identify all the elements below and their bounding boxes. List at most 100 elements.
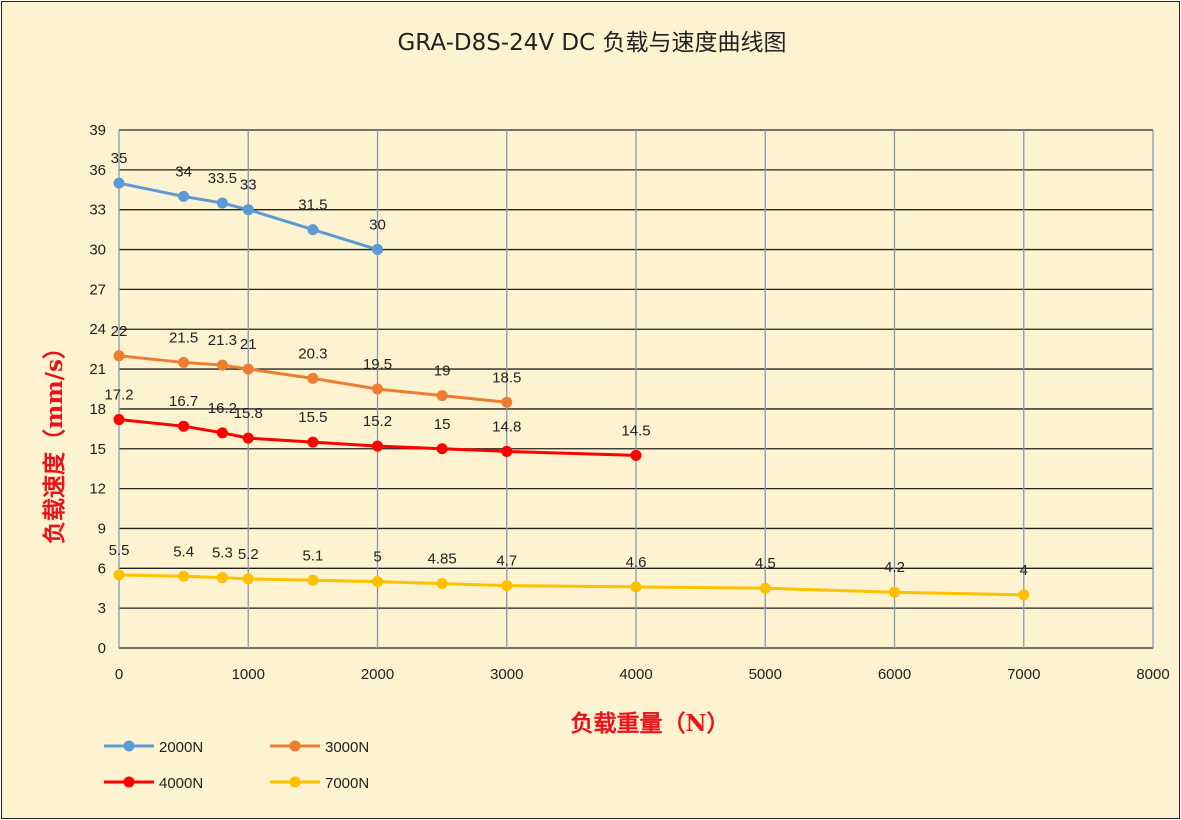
data-point (307, 372, 319, 384)
legend-marker (123, 776, 135, 788)
data-labels: 35 34 33.5 33 31.5 30 22 21.5 21.3 21 20.3 19.5 19 18… (104, 150, 1028, 579)
x-tick-labels: 0 1000 2000 3000 4000 5000 6000 7000 8000 (115, 666, 1170, 683)
legend-marker (123, 740, 135, 752)
y-tick-label: 27 (89, 281, 106, 298)
data-label: 15.2 (363, 413, 392, 430)
data-point (113, 350, 125, 362)
data-point (216, 359, 228, 371)
data-label: 4.6 (626, 554, 647, 571)
data-point (307, 436, 319, 448)
series-line-3000N (118, 354, 507, 404)
data-point (372, 383, 383, 395)
x-tick-label: 1000 (232, 666, 265, 683)
data-point (307, 574, 319, 586)
x-tick-label: 0 (115, 666, 123, 683)
data-point (372, 576, 383, 588)
data-point (307, 224, 319, 236)
y-tick-label: 15 (89, 441, 106, 458)
y-tick-label: 0 (98, 640, 106, 657)
data-label: 19.5 (363, 356, 392, 373)
y-tick-label: 3 (98, 600, 106, 617)
data-point (630, 449, 642, 461)
x-tick-label: 2000 (361, 666, 394, 683)
data-point (630, 581, 642, 593)
data-label: 4.85 (428, 551, 457, 568)
y-tick-label: 12 (89, 481, 106, 498)
data-label: 5.4 (173, 543, 194, 560)
legend-marker (289, 776, 301, 788)
data-point (501, 580, 513, 592)
data-label: 33.5 (208, 170, 237, 187)
y-tick-label: 18 (89, 401, 106, 418)
y-axis-title: 负载速度（mm/s） (41, 336, 68, 544)
data-point (436, 578, 448, 590)
data-label: 4 (1020, 562, 1028, 579)
data-label: 14.8 (492, 418, 521, 435)
data-point (759, 582, 771, 594)
data-label: 15.8 (234, 405, 263, 422)
data-label: 33 (240, 177, 257, 194)
data-point (501, 396, 513, 408)
data-label: 22 (111, 323, 128, 340)
data-label: 21 (240, 336, 257, 353)
data-point (372, 440, 383, 452)
grid (118, 129, 1154, 649)
data-label: 19 (434, 363, 451, 380)
data-label: 35 (111, 150, 128, 167)
y-tick-label: 24 (89, 321, 106, 338)
data-label: 5.1 (302, 547, 323, 564)
series-line-7000N (118, 573, 1024, 597)
data-point (242, 573, 254, 585)
data-label: 31.5 (298, 197, 327, 214)
x-tick-label: 7000 (1007, 666, 1040, 683)
data-point (216, 572, 228, 584)
data-label: 15 (434, 416, 451, 433)
legend-label: 7000N (325, 775, 369, 792)
data-point (889, 586, 900, 598)
data-label: 4.7 (496, 553, 517, 570)
data-point (242, 363, 254, 375)
data-point (178, 190, 190, 202)
data-point (216, 427, 228, 439)
x-axis-title: 负载重量（N） (570, 710, 729, 737)
data-point (372, 244, 383, 256)
data-label: 15.5 (298, 409, 327, 426)
legend: 2000N 3000N 4000N 7000N (104, 739, 369, 792)
data-point (216, 197, 228, 209)
legend-label: 2000N (159, 739, 203, 756)
data-point (178, 570, 190, 582)
legend-label: 4000N (159, 775, 203, 792)
data-point (436, 443, 448, 455)
x-tick-label: 5000 (749, 666, 782, 683)
data-label: 18.5 (492, 369, 521, 386)
data-label: 4.2 (884, 559, 905, 576)
data-label: 5.3 (212, 545, 233, 562)
data-point (501, 445, 513, 457)
y-tick-label: 33 (89, 202, 106, 219)
y-tick-label: 30 (89, 242, 106, 259)
data-point (1018, 589, 1030, 601)
data-point (242, 432, 254, 444)
data-label: 21.3 (208, 332, 237, 349)
x-tick-label: 4000 (619, 666, 652, 683)
data-label: 4.5 (755, 555, 776, 572)
data-label: 14.5 (621, 422, 650, 439)
series-line-2000N (118, 181, 378, 251)
x-tick-label: 3000 (490, 666, 523, 683)
data-label: 5.2 (238, 546, 259, 563)
data-label: 16.7 (169, 393, 198, 410)
chart-title: GRA-D8S-24V DC 负载与速度曲线图 (397, 30, 786, 56)
data-label: 5.5 (109, 542, 130, 559)
data-label: 16.2 (208, 400, 237, 417)
data-point (113, 177, 125, 189)
legend-marker (289, 740, 301, 752)
data-point (178, 420, 190, 432)
data-point (436, 390, 448, 402)
y-tick-label: 6 (98, 560, 106, 577)
y-tick-label: 9 (98, 520, 106, 537)
data-point (178, 356, 190, 368)
data-point (113, 569, 125, 581)
